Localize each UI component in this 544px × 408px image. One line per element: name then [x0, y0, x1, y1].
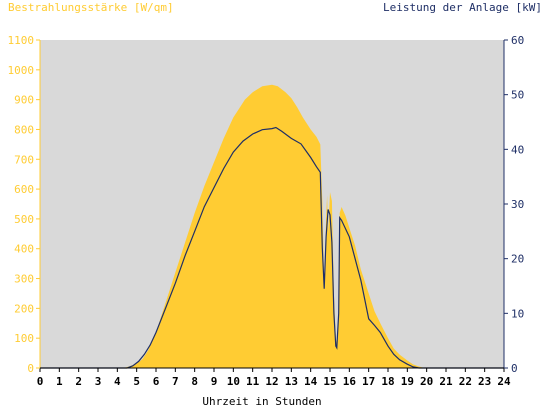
y-left-tick-label: 0: [27, 362, 34, 375]
x-tick-label: 23: [478, 375, 491, 388]
x-tick-label: 22: [459, 375, 472, 388]
x-tick-label: 21: [439, 375, 453, 388]
x-tick-label: 6: [153, 375, 160, 388]
axis-ticks: 0 1 2 3 4 5 6 7 8 9 10 11 12 13 14 15 16 17 18 19 20 21 22 23 24…: [8, 34, 525, 388]
x-tick-label: 24: [497, 375, 511, 388]
x-tick-label: 0: [37, 375, 44, 388]
y-right-tick-label: 10: [511, 307, 524, 320]
x-tick-label: 3: [95, 375, 102, 388]
x-tick-label: 13: [285, 375, 298, 388]
y-right-tick-label: 20: [511, 253, 524, 266]
y-right-tick-label: 0: [511, 362, 518, 375]
y-right-tick-label: 60: [511, 34, 524, 47]
power-line: [40, 126, 504, 369]
x-tick-label: 8: [191, 375, 198, 388]
x-tick-label: 18: [381, 375, 394, 388]
y-left-tick-label: 300: [14, 273, 34, 286]
right-axis-title: Leistung der Anlage [kW]: [383, 1, 542, 14]
x-tick-label: 1: [56, 375, 63, 388]
x-tick-label: 17: [362, 375, 375, 388]
y-left-tick-label: 800: [14, 123, 34, 136]
x-tick-label: 19: [401, 375, 414, 388]
x-tick-label: 4: [114, 375, 121, 388]
y-left-tick-label: 200: [14, 302, 34, 315]
irradiance-area: [40, 84, 504, 368]
y-left-tick-label: 400: [14, 243, 34, 256]
y-left-tick-label: 700: [14, 153, 34, 166]
x-tick-label: 9: [211, 375, 218, 388]
y-left-tick-label: 100: [14, 332, 34, 345]
left-axis-title: Bestrahlungsstärke [W/qm]: [8, 1, 174, 14]
x-tick-label: 14: [304, 375, 318, 388]
x-tick-label: 7: [172, 375, 179, 388]
x-tick-label: 20: [420, 375, 433, 388]
x-tick-label: 5: [133, 375, 140, 388]
y-left-tick-label: 600: [14, 183, 34, 196]
y-left-tick-label: 900: [14, 94, 34, 107]
y-right-tick-label: 50: [511, 89, 524, 102]
y-right-tick-label: 30: [511, 198, 524, 211]
x-tick-label: 2: [75, 375, 82, 388]
y-left-tick-label: 500: [14, 213, 34, 226]
x-axis-label: Uhrzeit in Stunden: [202, 395, 321, 408]
x-tick-label: 10: [227, 375, 240, 388]
y-left-tick-label: 1000: [8, 64, 35, 77]
x-tick-label: 15: [323, 375, 336, 388]
x-tick-label: 16: [343, 375, 357, 388]
x-tick-label: 11: [246, 375, 260, 388]
x-tick-label: 12: [265, 375, 278, 388]
y-left-tick-label: 1100: [8, 34, 35, 47]
y-right-tick-label: 40: [511, 143, 524, 156]
